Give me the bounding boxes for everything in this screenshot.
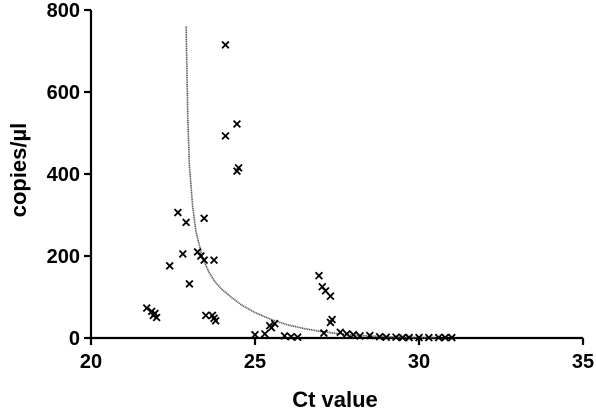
data-point	[201, 311, 210, 320]
data-point	[365, 331, 374, 340]
data-point	[185, 279, 194, 288]
x-tick-label: 30	[408, 351, 430, 373]
data-point	[382, 333, 391, 342]
data-point	[200, 256, 209, 265]
fit-curve	[185, 26, 436, 339]
data-point	[349, 330, 358, 339]
y-tick-label: 200	[47, 246, 80, 268]
data-point	[200, 214, 209, 223]
data-point	[250, 330, 260, 339]
x-tick-label: 25	[244, 351, 266, 373]
data-point	[150, 309, 159, 318]
data-point	[326, 318, 335, 327]
axis-labels: Ct value copies/µl	[6, 123, 378, 412]
y-tick-label: 400	[47, 164, 80, 186]
data-point	[336, 328, 345, 337]
data-point	[221, 131, 230, 140]
data-point	[375, 332, 384, 341]
y-tick-label: 0	[69, 328, 80, 350]
data-points	[142, 40, 456, 342]
data-point	[424, 333, 433, 342]
data-point	[447, 333, 456, 342]
data-point	[182, 218, 191, 227]
data-point	[398, 333, 407, 342]
data-point	[260, 329, 269, 338]
data-point	[293, 333, 302, 342]
data-point	[326, 292, 335, 301]
data-point	[178, 249, 187, 258]
data-point	[232, 167, 241, 176]
y-axis-title: copies/µl	[6, 123, 31, 218]
data-point	[434, 333, 443, 342]
data-point	[414, 333, 424, 342]
x-axis-title: Ct value	[292, 387, 378, 412]
data-point	[280, 331, 289, 340]
data-point	[209, 314, 219, 323]
data-point	[142, 304, 151, 313]
data-point	[270, 319, 279, 328]
data-point	[287, 332, 296, 341]
data-point	[314, 271, 323, 280]
data-point	[355, 331, 364, 340]
data-point	[441, 333, 450, 342]
x-tick-label: 20	[80, 351, 102, 373]
data-point	[165, 261, 174, 270]
fit-curve-layer	[185, 26, 436, 339]
data-point	[209, 256, 219, 265]
axes: 20 25 30 35 0 200 400 600 800	[47, 0, 595, 373]
y-tick-label: 800	[47, 0, 80, 22]
y-tick-label: 600	[47, 82, 80, 104]
data-point	[221, 40, 230, 49]
x-tick-label: 35	[572, 351, 594, 373]
data-point	[173, 208, 182, 217]
data-point	[392, 333, 401, 342]
data-point	[342, 329, 351, 338]
data-point	[319, 329, 328, 338]
data-point	[405, 333, 414, 342]
data-point	[232, 119, 241, 129]
